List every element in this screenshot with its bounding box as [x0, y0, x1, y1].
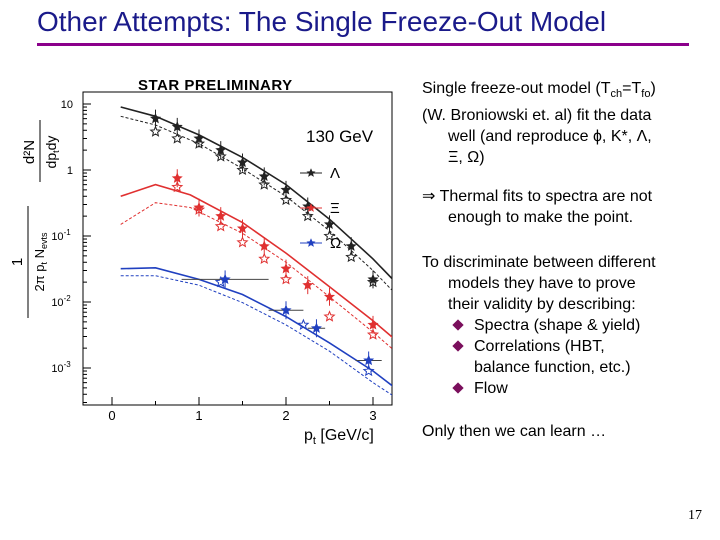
y-label-denominator: dptdy	[43, 136, 61, 169]
open-point-0-1	[171, 132, 184, 144]
y-label-prefactor-denominator: 2π pt Nevts	[32, 232, 49, 292]
fit-curve-2	[120, 266, 392, 387]
open-point-1-0	[171, 180, 184, 193]
y-tick-label-2: 10-1	[51, 228, 71, 243]
data-point-0-0	[149, 112, 162, 124]
open-point-0-6	[279, 193, 293, 206]
open-point-1-6	[323, 310, 336, 322]
x-axis-label: pt [GeV/c]	[304, 427, 374, 447]
diamond-bullet-icon	[452, 340, 464, 352]
energy-annotation: 130 GeV	[306, 127, 374, 146]
legend-label-2: Ω	[330, 235, 341, 252]
p3-line3: their validity by describing:	[448, 296, 636, 314]
diamond-bullet-icon	[452, 382, 464, 394]
open-point-1-4	[258, 252, 271, 264]
slide-title: Other Attempts: The Single Freeze-Out Mo…	[37, 6, 607, 37]
legend-label-0: Λ	[330, 165, 340, 182]
data-point-0-9	[345, 240, 357, 251]
data-point-1-8	[367, 319, 379, 330]
data-point-1-5	[280, 262, 292, 274]
data-point-1-2	[215, 210, 227, 221]
open-point-0-5	[258, 178, 271, 190]
y-label-prefactor-numerator: 1	[9, 258, 26, 266]
data-point-1-1	[193, 201, 205, 213]
data-point-1-0	[171, 172, 183, 183]
text-column: Single freeze-out model (Tch=Tfo) (W. Br…	[422, 78, 712, 442]
data-point-0-8	[323, 218, 336, 230]
title-rule	[37, 43, 689, 46]
data-point-2-2	[310, 322, 322, 333]
p2-line2: enough to make the point.	[448, 209, 634, 227]
x-tick-label-1: 1	[195, 408, 202, 423]
open-point-1-7	[366, 328, 380, 340]
y-tick-label-0: 10	[61, 99, 73, 111]
open-point-0-4	[236, 163, 249, 176]
data-point-0-2	[193, 132, 205, 144]
plot-frame	[82, 91, 393, 406]
y-tick-label-3: 10-2	[51, 294, 71, 309]
p1-line4: Ξ, Ω)	[448, 149, 485, 167]
fit-curve-dotted-2	[120, 275, 392, 396]
paragraph-single-freezeout: Single freeze-out model (Tch=Tfo) (W. Br…	[422, 78, 712, 168]
data-point-0-5	[258, 170, 270, 182]
legend-label-1: Ξ	[330, 200, 340, 217]
legend-marker-2	[306, 238, 316, 247]
data-point-0-6	[280, 184, 292, 195]
y-label-numerator: d²N	[21, 140, 38, 164]
open-point-0-8	[323, 229, 336, 242]
open-point-0-7	[301, 209, 314, 222]
data-point-1-4	[258, 240, 270, 251]
x-tick-label-0: 0	[108, 408, 115, 423]
p3-line2: models they have to prove	[448, 275, 636, 293]
diamond-bullet-icon	[452, 319, 464, 331]
bullet-spectra: Spectra (shape & yield)	[422, 315, 712, 336]
open-point-1-3	[236, 236, 249, 248]
paragraph-conclusion: Only then we can learn …	[422, 423, 607, 441]
open-point-0-0	[149, 125, 162, 137]
data-point-1-7	[323, 291, 336, 302]
y-tick-label-4: 10-3	[51, 360, 71, 375]
data-point-1-6	[302, 279, 314, 290]
fit-curve-dotted-1	[120, 202, 392, 350]
paragraph-thermal-fits: ⇒ Thermal fits to spectra are not enough…	[422, 186, 712, 228]
legend-marker-1	[306, 203, 316, 212]
p1-line3: well (and reproduce ϕ, K*, Λ,	[448, 128, 652, 146]
x-tick-label-2: 2	[282, 408, 289, 423]
data-point-2-1	[280, 304, 292, 315]
open-point-2-1	[297, 318, 310, 330]
open-point-2-2	[362, 364, 375, 377]
y-axis-label: d²N dptdy 1 2π pt Nevts	[9, 120, 61, 318]
data-point-2-0	[219, 273, 231, 285]
p1-line2: (W. Broniowski et. al) fit the data	[422, 107, 652, 125]
x-tick-label-3: 3	[369, 408, 376, 423]
open-point-0-9	[345, 250, 358, 263]
chart-title: STAR PRELIMINARY	[138, 77, 293, 94]
legend-marker-0	[306, 168, 316, 177]
p2-line1: ⇒ Thermal fits to spectra are not	[422, 188, 653, 206]
data-point-1-3	[236, 222, 249, 234]
paragraph-discriminate: To discriminate between different models…	[422, 252, 712, 399]
page-number: 17	[688, 508, 702, 523]
bullet-flow: Flow	[422, 378, 712, 399]
data-point-0-3	[215, 144, 227, 155]
data-point-0-10	[367, 273, 379, 285]
data-point-0-4	[236, 156, 249, 168]
open-point-1-5	[279, 273, 293, 285]
p3-line1: To discriminate between different	[422, 254, 656, 272]
p1-line1: Single freeze-out model (Tch=Tfo)	[422, 80, 656, 101]
open-point-1-2	[214, 220, 227, 232]
data-point-2-3	[363, 354, 375, 366]
bullet-correlations: Correlations (HBT, balance function, etc.…	[422, 336, 712, 378]
y-tick-label-1: 1	[67, 165, 73, 177]
data-point-0-1	[171, 121, 183, 132]
